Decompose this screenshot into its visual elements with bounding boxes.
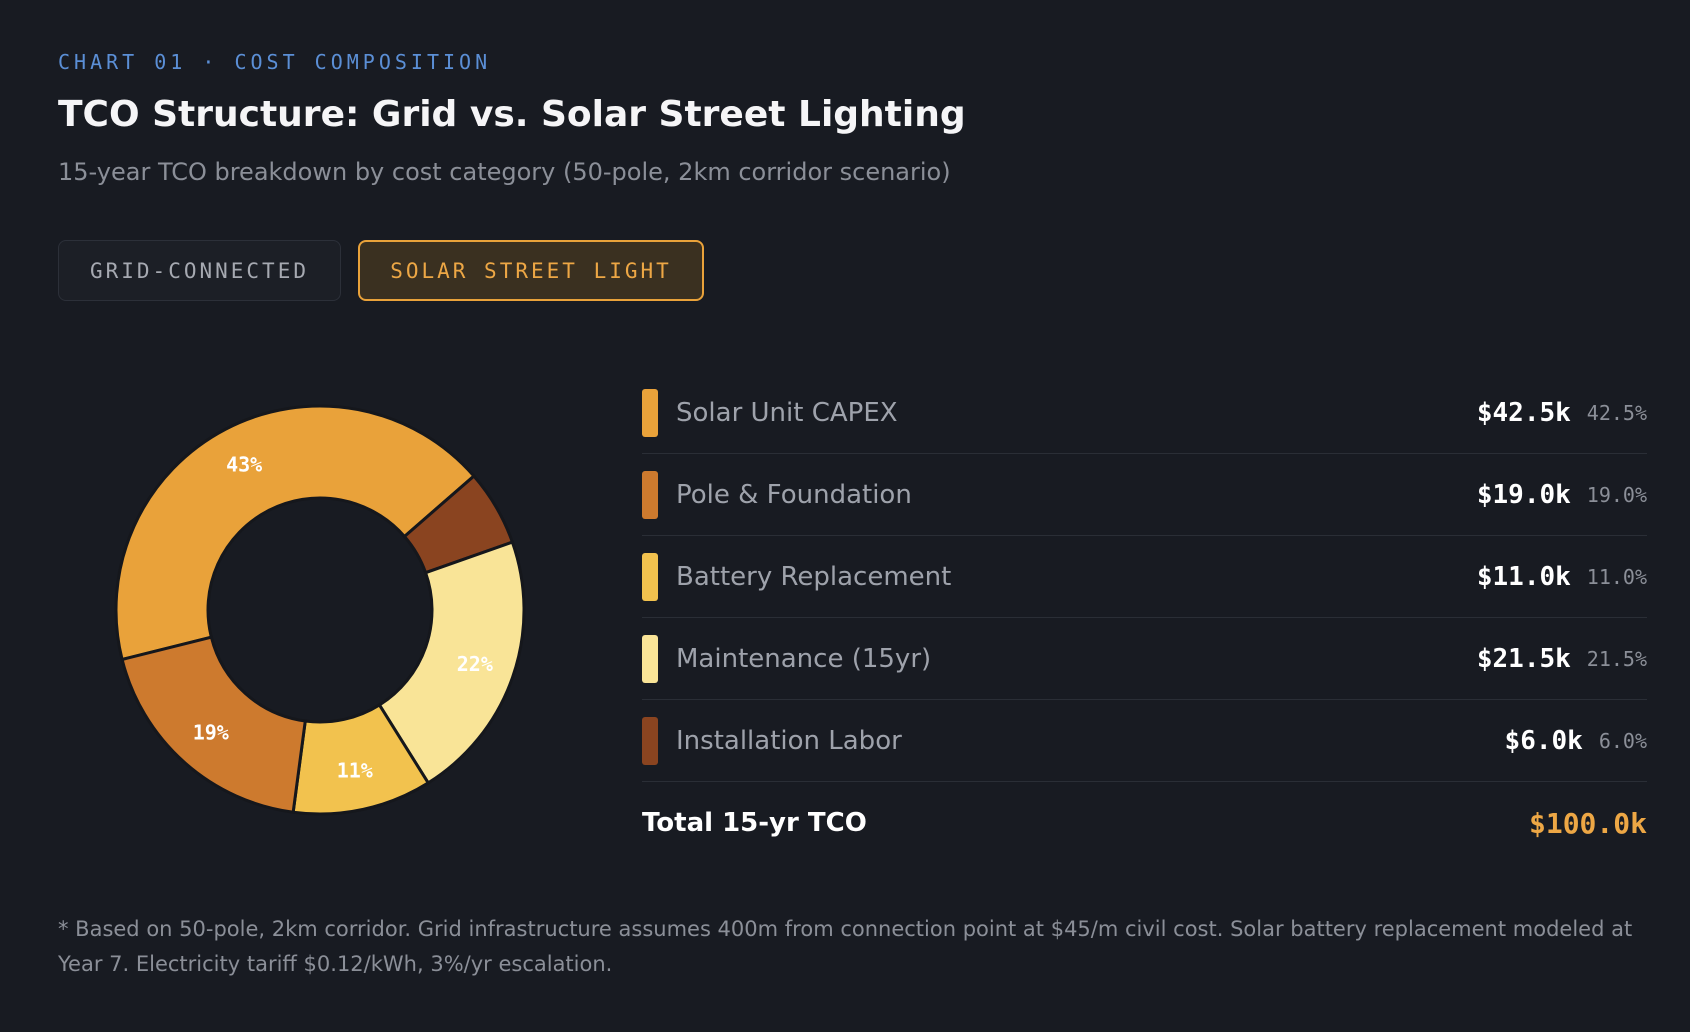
legend-value: $6.0k [1504, 725, 1583, 756]
donut-slice-pole-foundation[interactable] [120, 635, 307, 814]
donut-label-solar-unit-capex: 43% [226, 453, 262, 477]
legend-percent: 21.5% [1586, 646, 1647, 671]
donut-label-battery-replacement: 11% [337, 758, 373, 782]
donut-slice-solar-unit-capex[interactable] [114, 404, 476, 662]
donut-svg: 43% 22% 11% 19% [114, 404, 526, 816]
legend-label: Maintenance (15yr) [676, 643, 932, 674]
donut-label-maintenance: 22% [457, 652, 493, 676]
legend-value: $21.5k [1476, 643, 1571, 674]
legend-label: Battery Replacement [676, 561, 952, 592]
tab-solar-street-light[interactable]: SOLAR STREET LIGHT [358, 240, 704, 301]
legend-swatch [642, 388, 658, 437]
chart-subtitle: 15-year TCO breakdown by cost category (… [58, 158, 951, 186]
cost-legend: Solar Unit CAPEX $42.5k 42.5% Pole & Fou… [642, 372, 1647, 864]
legend-row-solar-unit-capex: Solar Unit CAPEX $42.5k 42.5% [642, 372, 1647, 454]
legend-percent: 6.0% [1598, 728, 1647, 753]
legend-value: $11.0k [1476, 561, 1571, 592]
legend-value: $19.0k [1476, 479, 1571, 510]
legend-percent: 11.0% [1586, 564, 1647, 589]
legend-swatch [642, 470, 658, 519]
total-value: $100.0k [1528, 806, 1647, 840]
donut-slice-maintenance[interactable] [377, 540, 526, 785]
chart-eyebrow: CHART 01 · COST COMPOSITION [58, 50, 492, 74]
tab-grid-connected[interactable]: GRID-CONNECTED [58, 240, 341, 301]
legend-label: Installation Labor [676, 725, 902, 756]
legend-row-maintenance: Maintenance (15yr) $21.5k 21.5% [642, 618, 1647, 700]
legend-percent: 19.0% [1586, 482, 1647, 507]
legend-row-battery-replacement: Battery Replacement $11.0k 11.0% [642, 536, 1647, 618]
legend-swatch [642, 716, 658, 765]
donut-label-pole-foundation: 19% [193, 720, 229, 744]
total-label: Total 15-yr TCO [642, 808, 867, 838]
legend-label: Solar Unit CAPEX [676, 397, 898, 428]
legend-swatch [642, 552, 658, 601]
legend-value: $42.5k [1476, 397, 1571, 428]
legend-swatch [642, 634, 658, 683]
footnote: * Based on 50-pole, 2km corridor. Grid i… [58, 917, 1633, 976]
legend-row-installation-labor: Installation Labor $6.0k 6.0% [642, 700, 1647, 782]
legend-percent: 42.5% [1586, 400, 1647, 425]
legend-total-row: Total 15-yr TCO $100.0k [642, 782, 1647, 864]
legend-label: Pole & Foundation [676, 479, 912, 510]
chart-title: TCO Structure: Grid vs. Solar Street Lig… [58, 94, 966, 135]
legend-row-pole-foundation: Pole & Foundation $19.0k 19.0% [642, 454, 1647, 536]
donut-chart: 43% 22% 11% 19% [90, 380, 550, 840]
